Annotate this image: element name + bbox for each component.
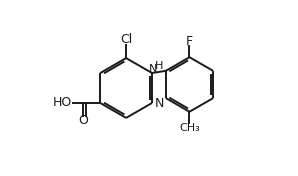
Text: N: N bbox=[149, 64, 157, 74]
Text: CH₃: CH₃ bbox=[179, 123, 200, 133]
Text: N: N bbox=[155, 97, 164, 110]
Text: Cl: Cl bbox=[120, 33, 132, 46]
Text: O: O bbox=[79, 114, 89, 127]
Text: HO: HO bbox=[52, 96, 72, 109]
Text: H: H bbox=[155, 61, 163, 71]
Text: F: F bbox=[186, 35, 193, 48]
